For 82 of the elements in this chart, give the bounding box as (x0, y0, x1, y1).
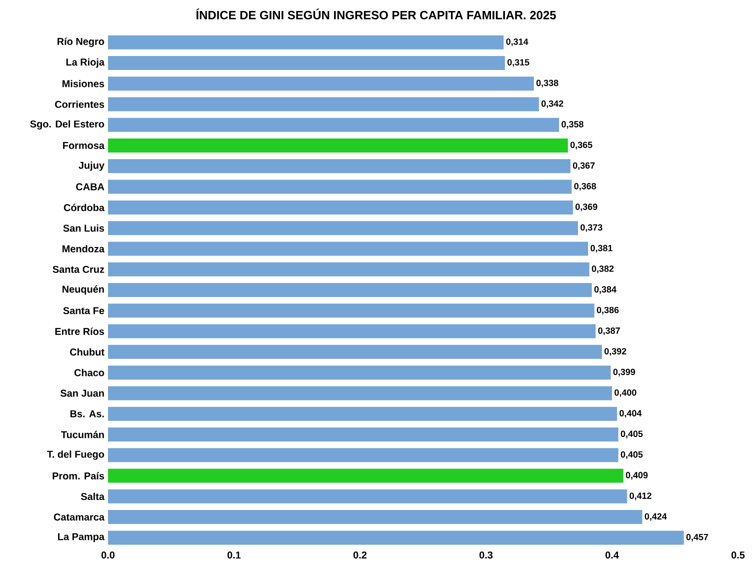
y-tick-label: Córdoba (64, 204, 105, 212)
x-tick-label: 0.4 (605, 552, 619, 559)
data-label: 0,399 (613, 368, 636, 376)
x-tick-label: 0.1 (227, 552, 241, 559)
data-label: 0,384 (594, 286, 616, 294)
y-tick-label: Catamarca (54, 514, 105, 521)
chart-title: ÍNDICE DE GINI SEGÚN INGRESO PER CAPITA FAMILIAR. 2025 (196, 8, 556, 20)
data-label: 0,365 (570, 142, 592, 150)
bar (108, 159, 570, 174)
bar (108, 97, 539, 112)
data-label: 0,338 (536, 80, 558, 88)
y-tick-label: La Rioja (66, 58, 105, 68)
data-label: 0,409 (626, 472, 648, 480)
bar (108, 530, 684, 545)
y-tick-label: Corrientes (55, 100, 104, 108)
data-label: 0,412 (630, 492, 652, 500)
data-label: 0,368 (574, 182, 596, 191)
y-tick-label: Neuquén (62, 285, 104, 295)
y-tick-label: Misiones (62, 80, 104, 88)
data-label: 0,358 (562, 121, 584, 129)
data-label: 0,424 (644, 513, 667, 521)
y-tick-label: La Pampa (58, 533, 105, 542)
bar (108, 427, 618, 442)
bar (108, 510, 642, 524)
data-label: 0,400 (614, 389, 636, 398)
bar (108, 468, 624, 483)
y-tick-label: Tucumán (61, 430, 104, 438)
bar (108, 324, 596, 338)
data-label: 0,457 (686, 534, 708, 542)
data-label: 0,381 (590, 244, 612, 253)
y-tick-label: Mendoza (62, 245, 105, 252)
bar (108, 406, 618, 421)
data-label: 0,382 (592, 266, 614, 274)
bar (108, 200, 573, 214)
data-label: 0,342 (541, 100, 564, 108)
y-tick-label: Bs. As. (70, 410, 104, 418)
y-tick-label: Sgo. Del Estero (30, 120, 104, 130)
data-label: 0,369 (576, 204, 598, 212)
y-tick-label: T. del Fuego (47, 450, 104, 460)
data-label: 0,392 (604, 348, 626, 356)
bar (108, 262, 590, 276)
bar (108, 366, 611, 380)
bar (108, 180, 572, 194)
y-tick-label: Salta (80, 492, 105, 500)
data-label: 0,387 (598, 327, 620, 336)
bar (108, 221, 578, 236)
bar (108, 138, 568, 153)
x-tick-label: 0.0 (101, 552, 115, 559)
bar (108, 489, 628, 504)
bar (108, 386, 612, 400)
y-tick-label: San Luis (63, 224, 104, 232)
y-tick-label: Chubut (70, 348, 104, 356)
data-label: 0,386 (596, 306, 619, 314)
x-tick-label: 0.3 (479, 552, 493, 559)
y-tick-label: San Juan (60, 390, 104, 397)
bar (108, 118, 560, 132)
data-label: 0,373 (580, 224, 602, 232)
x-tick-label: 0.5 (731, 552, 745, 559)
bar (108, 76, 534, 91)
data-label: 0,315 (507, 59, 530, 67)
bar (108, 344, 602, 359)
y-tick-label: Chaco (74, 368, 104, 376)
data-label: 0,404 (620, 410, 642, 418)
data-label: 0,314 (506, 38, 528, 46)
bar (108, 242, 588, 256)
x-tick-label: 0.2 (353, 552, 367, 559)
bar (108, 56, 505, 70)
data-label: 0,405 (620, 430, 643, 438)
bar (108, 448, 618, 462)
y-tick-label: Prom. País (52, 472, 104, 480)
y-tick-label: Santa Fe (63, 307, 104, 314)
bar (108, 283, 592, 298)
y-tick-label: Entre Ríos (55, 328, 104, 335)
y-tick-label: Río Negro (58, 38, 104, 48)
y-tick-label: Santa Cruz (52, 266, 104, 273)
data-label: 0,405 (620, 451, 643, 459)
y-tick-label: CABA (76, 183, 104, 190)
y-tick-label: Jujuy (78, 162, 104, 171)
bar (108, 304, 594, 318)
data-label: 0,367 (572, 162, 595, 170)
y-tick-label: Formosa (63, 142, 105, 149)
bar (108, 35, 504, 50)
